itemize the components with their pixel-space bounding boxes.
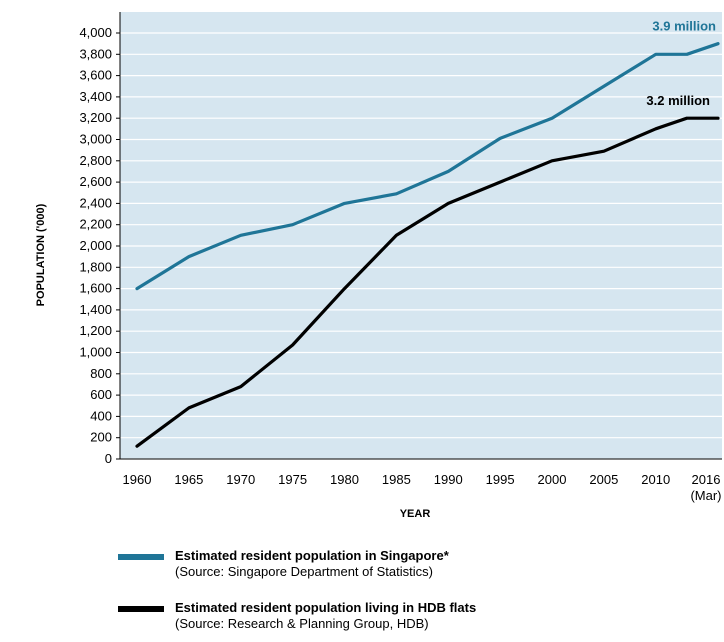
y-tick-label: 2,000: [79, 238, 112, 253]
y-tick-label: 1,000: [79, 345, 112, 360]
legend-swatch-resident: [118, 554, 164, 560]
series-end-label: 3.9 million: [652, 19, 716, 34]
y-tick-label: 200: [90, 430, 112, 445]
grid-lines: [120, 32, 722, 460]
x-axis-ticks: 1960 1965 1970 1975 1980 1985 1990 1995 2000 2005…: [123, 472, 722, 503]
x-tick-label: 1960: [123, 472, 152, 487]
y-tick-label: 600: [90, 387, 112, 402]
y-axis-ticks: 0 200 400 600 800 1,000 1,200 1,400 1,600 1,800 2,…: [79, 12, 722, 466]
y-tick-label: 1,800: [79, 259, 112, 274]
y-tick-label: 3,600: [79, 68, 112, 83]
series-lines: [135, 42, 720, 448]
legend-item-hdb-population: Estimated resident population living in …: [118, 600, 678, 640]
legend-text: Estimated resident population living in …: [175, 600, 476, 632]
plot-area: [120, 12, 722, 459]
y-tick-label: 800: [90, 366, 112, 381]
x-tick-label: 2000: [538, 472, 567, 487]
y-tick-label: 3,400: [79, 89, 112, 104]
y-tick-label: 1,400: [79, 302, 112, 317]
y-tick-label: 400: [90, 408, 112, 423]
y-tick-label: 2,200: [79, 217, 112, 232]
legend-label-resident: Estimated resident population in Singapo…: [175, 548, 449, 563]
x-tick-label: 1970: [226, 472, 255, 487]
x-tick-label: 1965: [174, 472, 203, 487]
end-labels: 3.9 million 3.2 million: [646, 19, 716, 109]
x-tick-label: 2010: [641, 472, 670, 487]
legend-swatch-hdb: [118, 606, 164, 612]
legend-item-resident-population: Estimated resident population in Singapo…: [118, 548, 678, 588]
y-tick-label: 4,000: [79, 25, 112, 40]
x-tick-label: 1985: [382, 472, 411, 487]
legend-source-hdb: (Source: Research & Planning Group, HDB): [175, 616, 429, 631]
y-tick-label: 2,800: [79, 153, 112, 168]
legend-text: Estimated resident population in Singapo…: [175, 548, 449, 580]
y-tick-label: 2,400: [79, 195, 112, 210]
x-tick-sublabel: (Mar): [690, 488, 721, 503]
x-tick-label: 2005: [589, 472, 618, 487]
y-tick-label: 0: [105, 451, 112, 466]
x-tick-label: 1980: [330, 472, 359, 487]
x-tick-label: 1975: [278, 472, 307, 487]
y-tick-label: 3,000: [79, 132, 112, 147]
y-axis-title: POPULATION ('000): [35, 203, 47, 306]
y-tick-label: 3,200: [79, 110, 112, 125]
y-tick-label: 2,600: [79, 174, 112, 189]
y-tick-label: 3,800: [79, 46, 112, 61]
y-tick-label: 1,600: [79, 281, 112, 296]
x-tick-label: 2016: [692, 472, 721, 487]
series-line: [135, 116, 720, 448]
series-end-label: 3.2 million: [646, 93, 710, 108]
legend-source-resident: (Source: Singapore Department of Statist…: [175, 564, 433, 579]
x-tick-label: 1990: [434, 472, 463, 487]
x-tick-label: 1995: [486, 472, 515, 487]
series-line: [135, 42, 720, 291]
x-axis-title: YEAR: [400, 508, 431, 520]
y-tick-label: 1,200: [79, 323, 112, 338]
legend-label-hdb: Estimated resident population living in …: [175, 600, 477, 615]
